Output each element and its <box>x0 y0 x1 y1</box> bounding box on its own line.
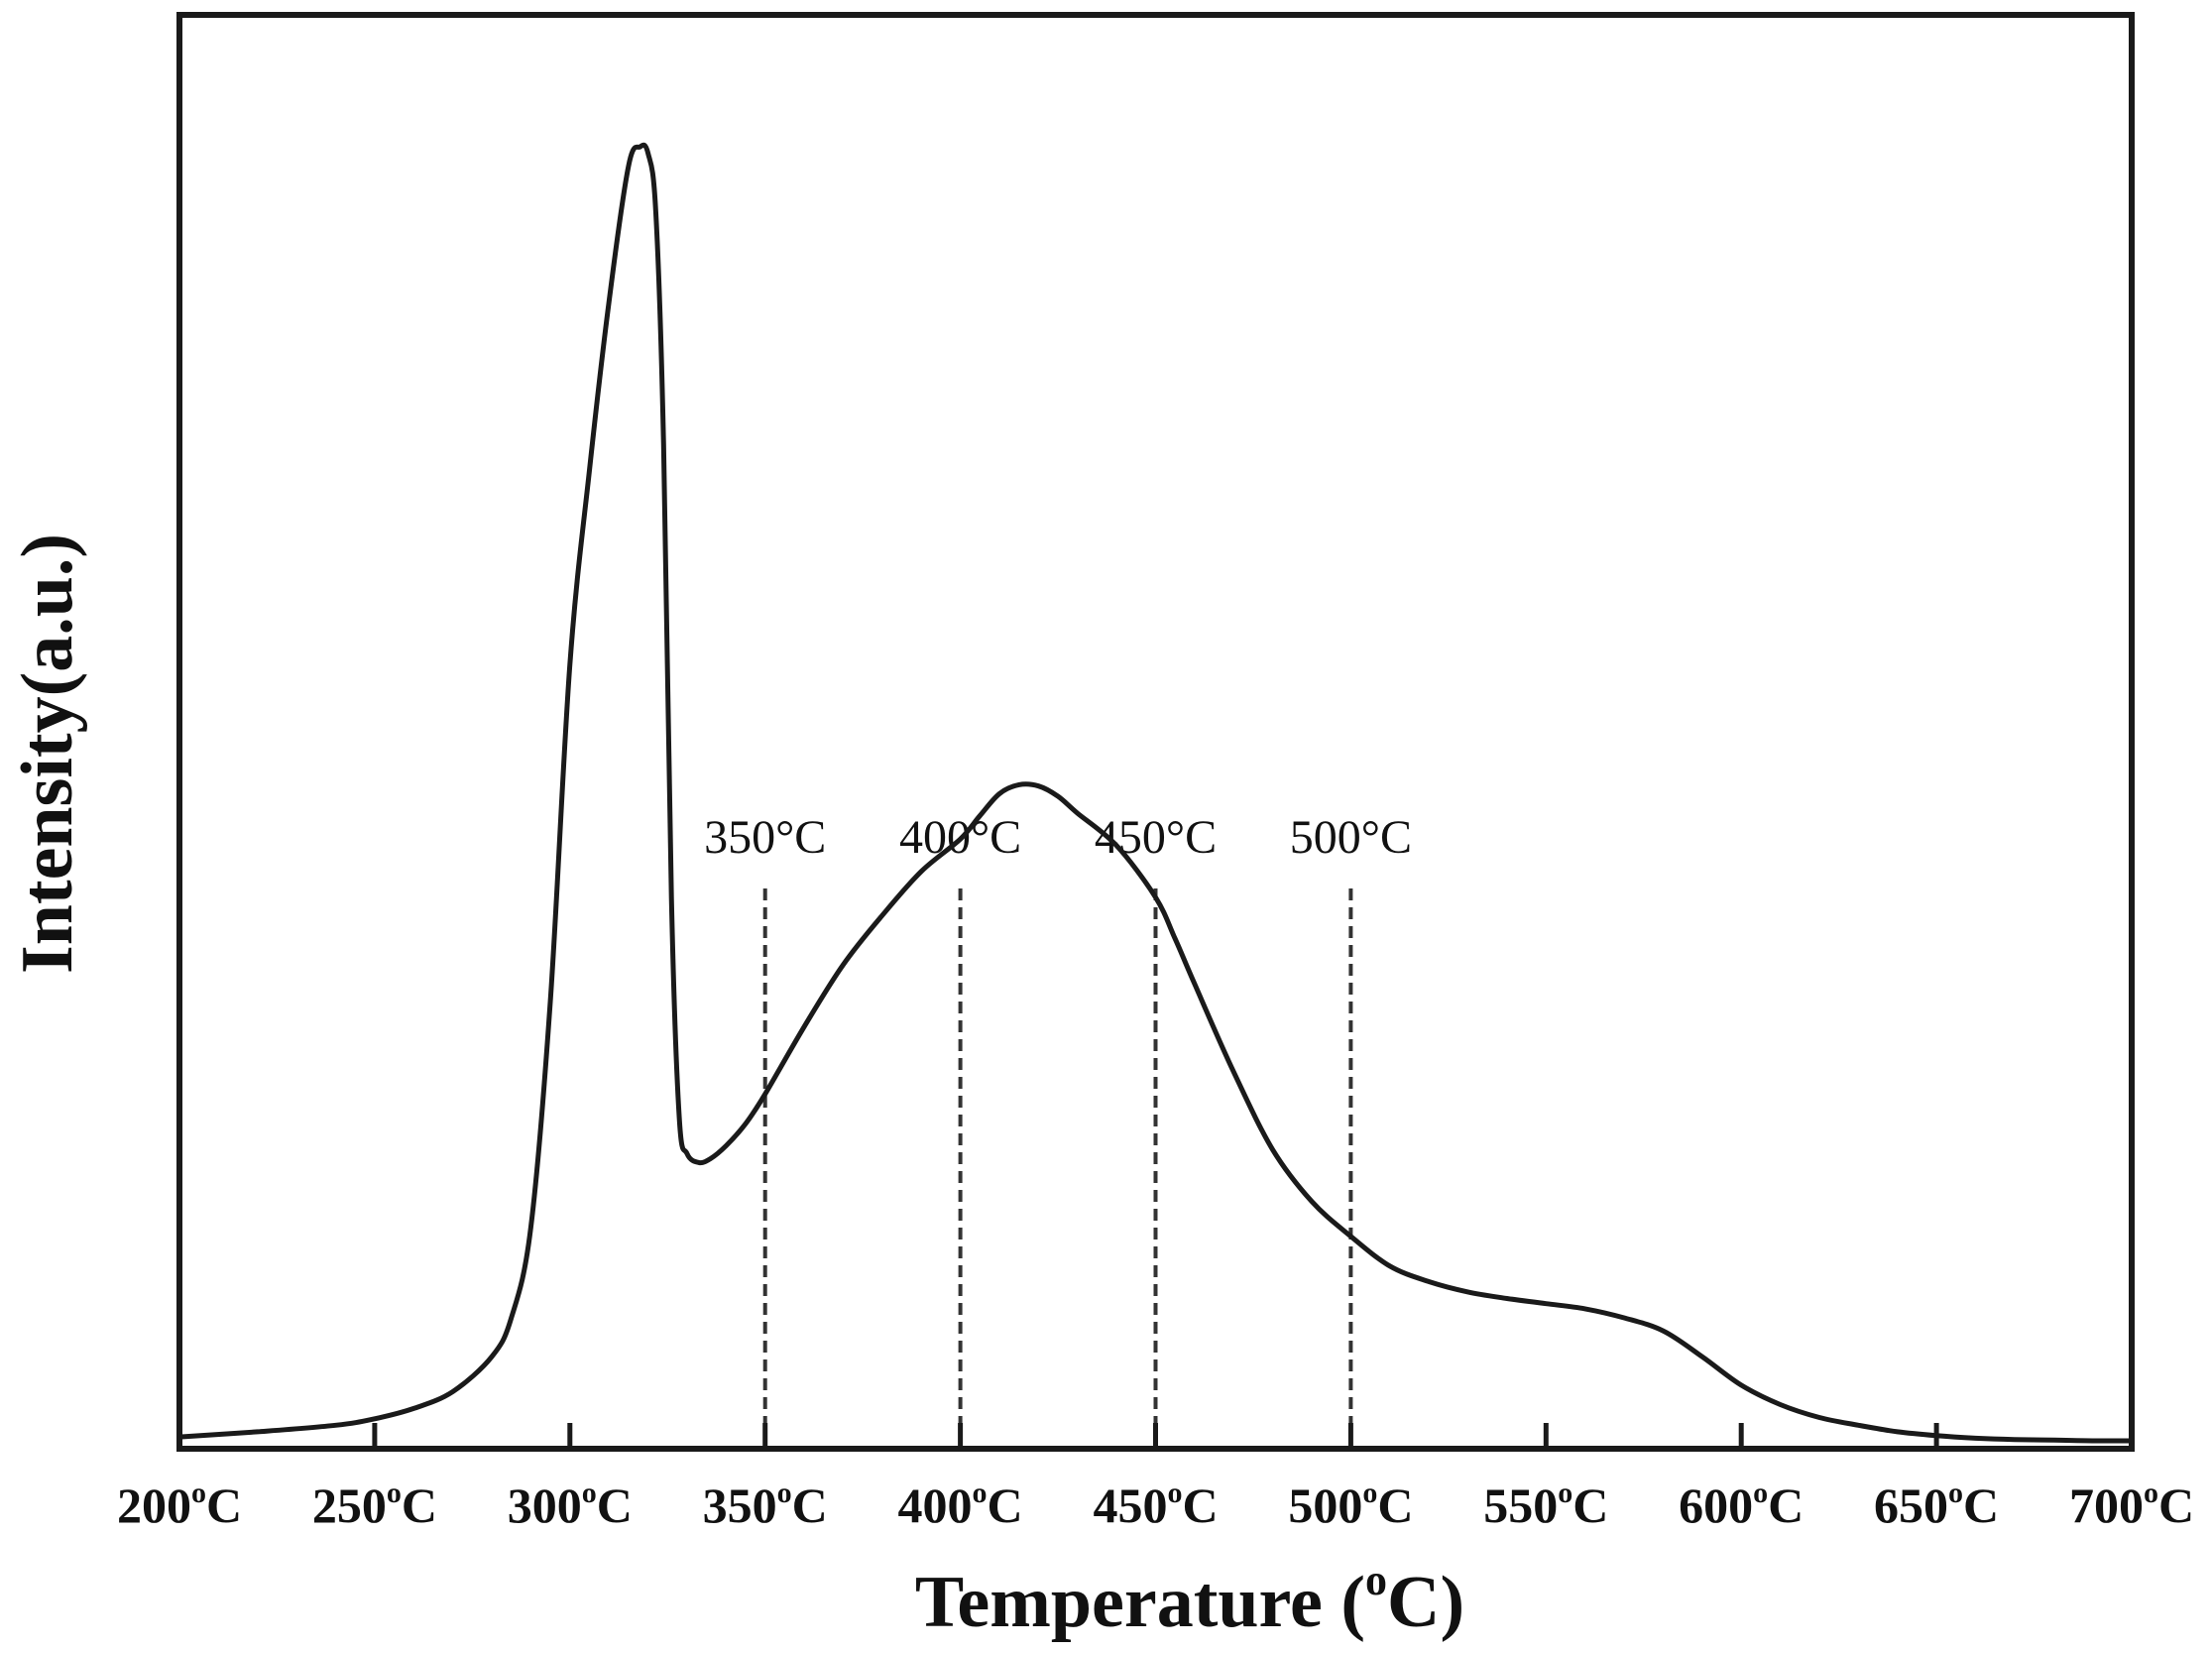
x-tick-label-550: 550oC <box>1483 1476 1608 1533</box>
plot-frame <box>176 12 2135 1452</box>
series-line <box>176 142 2135 1444</box>
x-tick-marks <box>372 1423 1939 1449</box>
x-tick-label-300: 300oC <box>508 1476 633 1533</box>
x-tick-label-350: 350oC <box>703 1476 828 1533</box>
x-axis-title-main: Temperature ( <box>915 1562 1365 1643</box>
x-axis-title-unit: C) <box>1387 1562 1464 1643</box>
x-tick-label-500: 500oC <box>1288 1476 1413 1533</box>
x-tick-label-450: 450oC <box>1093 1476 1218 1533</box>
x-tick-label-700: 700oC <box>2069 1476 2194 1533</box>
x-tick-label-650: 650oC <box>1874 1476 1999 1533</box>
y-axis-title: Intensity(a.u.) <box>7 533 88 974</box>
annotation-layer: 350°C 400°C 450°C 500°C <box>704 811 1412 1449</box>
x-axis-title-degree: o <box>1365 1556 1387 1604</box>
x-tick-labels: 200oC 250oC 300oC 350oC 400oC 450oC 500oC 550oC… <box>117 1476 2194 1533</box>
x-tick-label-400: 400oC <box>898 1476 1023 1533</box>
x-axis-title: Temperature (oC) <box>915 1556 1464 1643</box>
x-tick-label-250: 250oC <box>312 1476 437 1533</box>
x-tick-label-600: 600oC <box>1679 1476 1804 1533</box>
x-tick-label-200: 200oC <box>117 1476 242 1533</box>
annotation-label-350: 350°C <box>704 811 826 864</box>
annotation-label-500: 500°C <box>1290 811 1412 864</box>
annotation-label-450: 450°C <box>1095 811 1217 864</box>
